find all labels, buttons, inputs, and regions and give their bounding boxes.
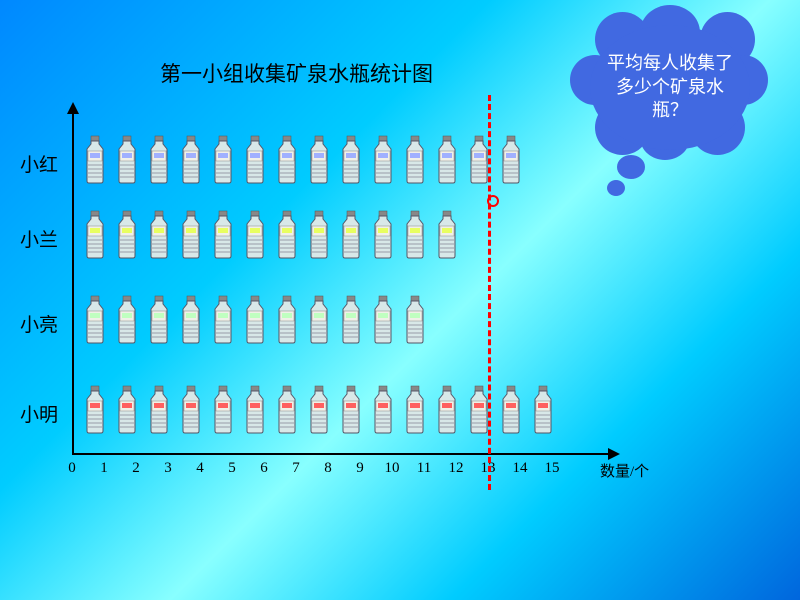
bottle-icon [80, 385, 110, 435]
bottle-icon [80, 295, 110, 345]
x-tick-label: 3 [164, 460, 172, 477]
x-tick-label: 14 [513, 460, 528, 477]
bottle-icon [336, 295, 366, 345]
bottle-icon [432, 135, 462, 185]
bottle-icon [400, 385, 430, 435]
bottle-icon [144, 135, 174, 185]
pictograph-row [80, 210, 462, 262]
bottle-icon [368, 210, 398, 260]
x-axis [72, 453, 612, 455]
bottle-icon [368, 385, 398, 435]
bottle-icon [432, 385, 462, 435]
cloud-question-text: 平均每人收集了多少个矿泉水瓶？ [590, 52, 750, 122]
bottle-icon [144, 210, 174, 260]
bottle-icon [528, 385, 558, 435]
bottle-icon [240, 135, 270, 185]
bottle-icon [208, 385, 238, 435]
x-tick-label: 7 [292, 460, 300, 477]
bottle-icon [240, 385, 270, 435]
bottle-icon [336, 385, 366, 435]
bottle-icon [400, 135, 430, 185]
bottle-icon [304, 385, 334, 435]
bottle-icon [336, 135, 366, 185]
bottle-icon [400, 210, 430, 260]
pictograph-row [80, 135, 526, 187]
row-label: 小明 [18, 400, 58, 427]
bottle-icon [112, 135, 142, 185]
x-tick-label: 4 [196, 460, 204, 477]
pictograph-row [80, 385, 558, 437]
x-tick-label: 1 [100, 460, 108, 477]
bottle-icon [272, 295, 302, 345]
bottle-icon [112, 210, 142, 260]
bottle-icon [496, 135, 526, 185]
x-tick-label: 5 [228, 460, 236, 477]
bottle-icon [80, 135, 110, 185]
bottle-icon [144, 295, 174, 345]
bottle-icon [272, 135, 302, 185]
chart-title: 第一小组收集矿泉水瓶统计图 [160, 58, 433, 88]
bottle-icon [432, 210, 462, 260]
bottle-icon [208, 135, 238, 185]
thought-bubble-medium [617, 155, 645, 179]
bottle-icon [304, 210, 334, 260]
row-label: 小红 [18, 150, 58, 177]
bottle-icon [336, 210, 366, 260]
bottle-icon [176, 385, 206, 435]
x-tick-label: 9 [356, 460, 364, 477]
bottle-icon [304, 295, 334, 345]
x-tick-label: 6 [260, 460, 268, 477]
bottle-icon [272, 210, 302, 260]
x-tick-label: 8 [324, 460, 332, 477]
bottle-icon [144, 385, 174, 435]
bottle-icon [112, 295, 142, 345]
x-tick-label: 11 [417, 460, 431, 477]
average-dashed-line [488, 95, 491, 490]
x-tick-label: 10 [385, 460, 400, 477]
bottle-icon [368, 295, 398, 345]
bottle-icon [304, 135, 334, 185]
annotation-circle [487, 195, 499, 207]
y-axis [72, 110, 74, 455]
bottle-icon [112, 385, 142, 435]
bottle-icon [208, 210, 238, 260]
pictograph-row [80, 295, 430, 347]
x-tick-label: 2 [132, 460, 140, 477]
bottle-icon [176, 135, 206, 185]
x-tick-label: 0 [68, 460, 76, 477]
x-tick-label: 15 [545, 460, 560, 477]
bottle-icon [400, 295, 430, 345]
bottle-icon [240, 210, 270, 260]
bottle-icon [176, 295, 206, 345]
bottle-icon [496, 385, 526, 435]
bottle-icon [208, 295, 238, 345]
row-label: 小亮 [18, 310, 58, 337]
x-axis-title: 数量/个 [600, 460, 649, 481]
bottle-icon [368, 135, 398, 185]
bottle-icon [176, 210, 206, 260]
x-tick-label: 12 [449, 460, 464, 477]
row-label: 小兰 [18, 225, 58, 252]
thought-cloud: 平均每人收集了多少个矿泉水瓶？ [580, 20, 760, 170]
bottle-icon [272, 385, 302, 435]
thought-bubble-small [607, 180, 625, 196]
bottle-icon [80, 210, 110, 260]
bottle-icon [240, 295, 270, 345]
